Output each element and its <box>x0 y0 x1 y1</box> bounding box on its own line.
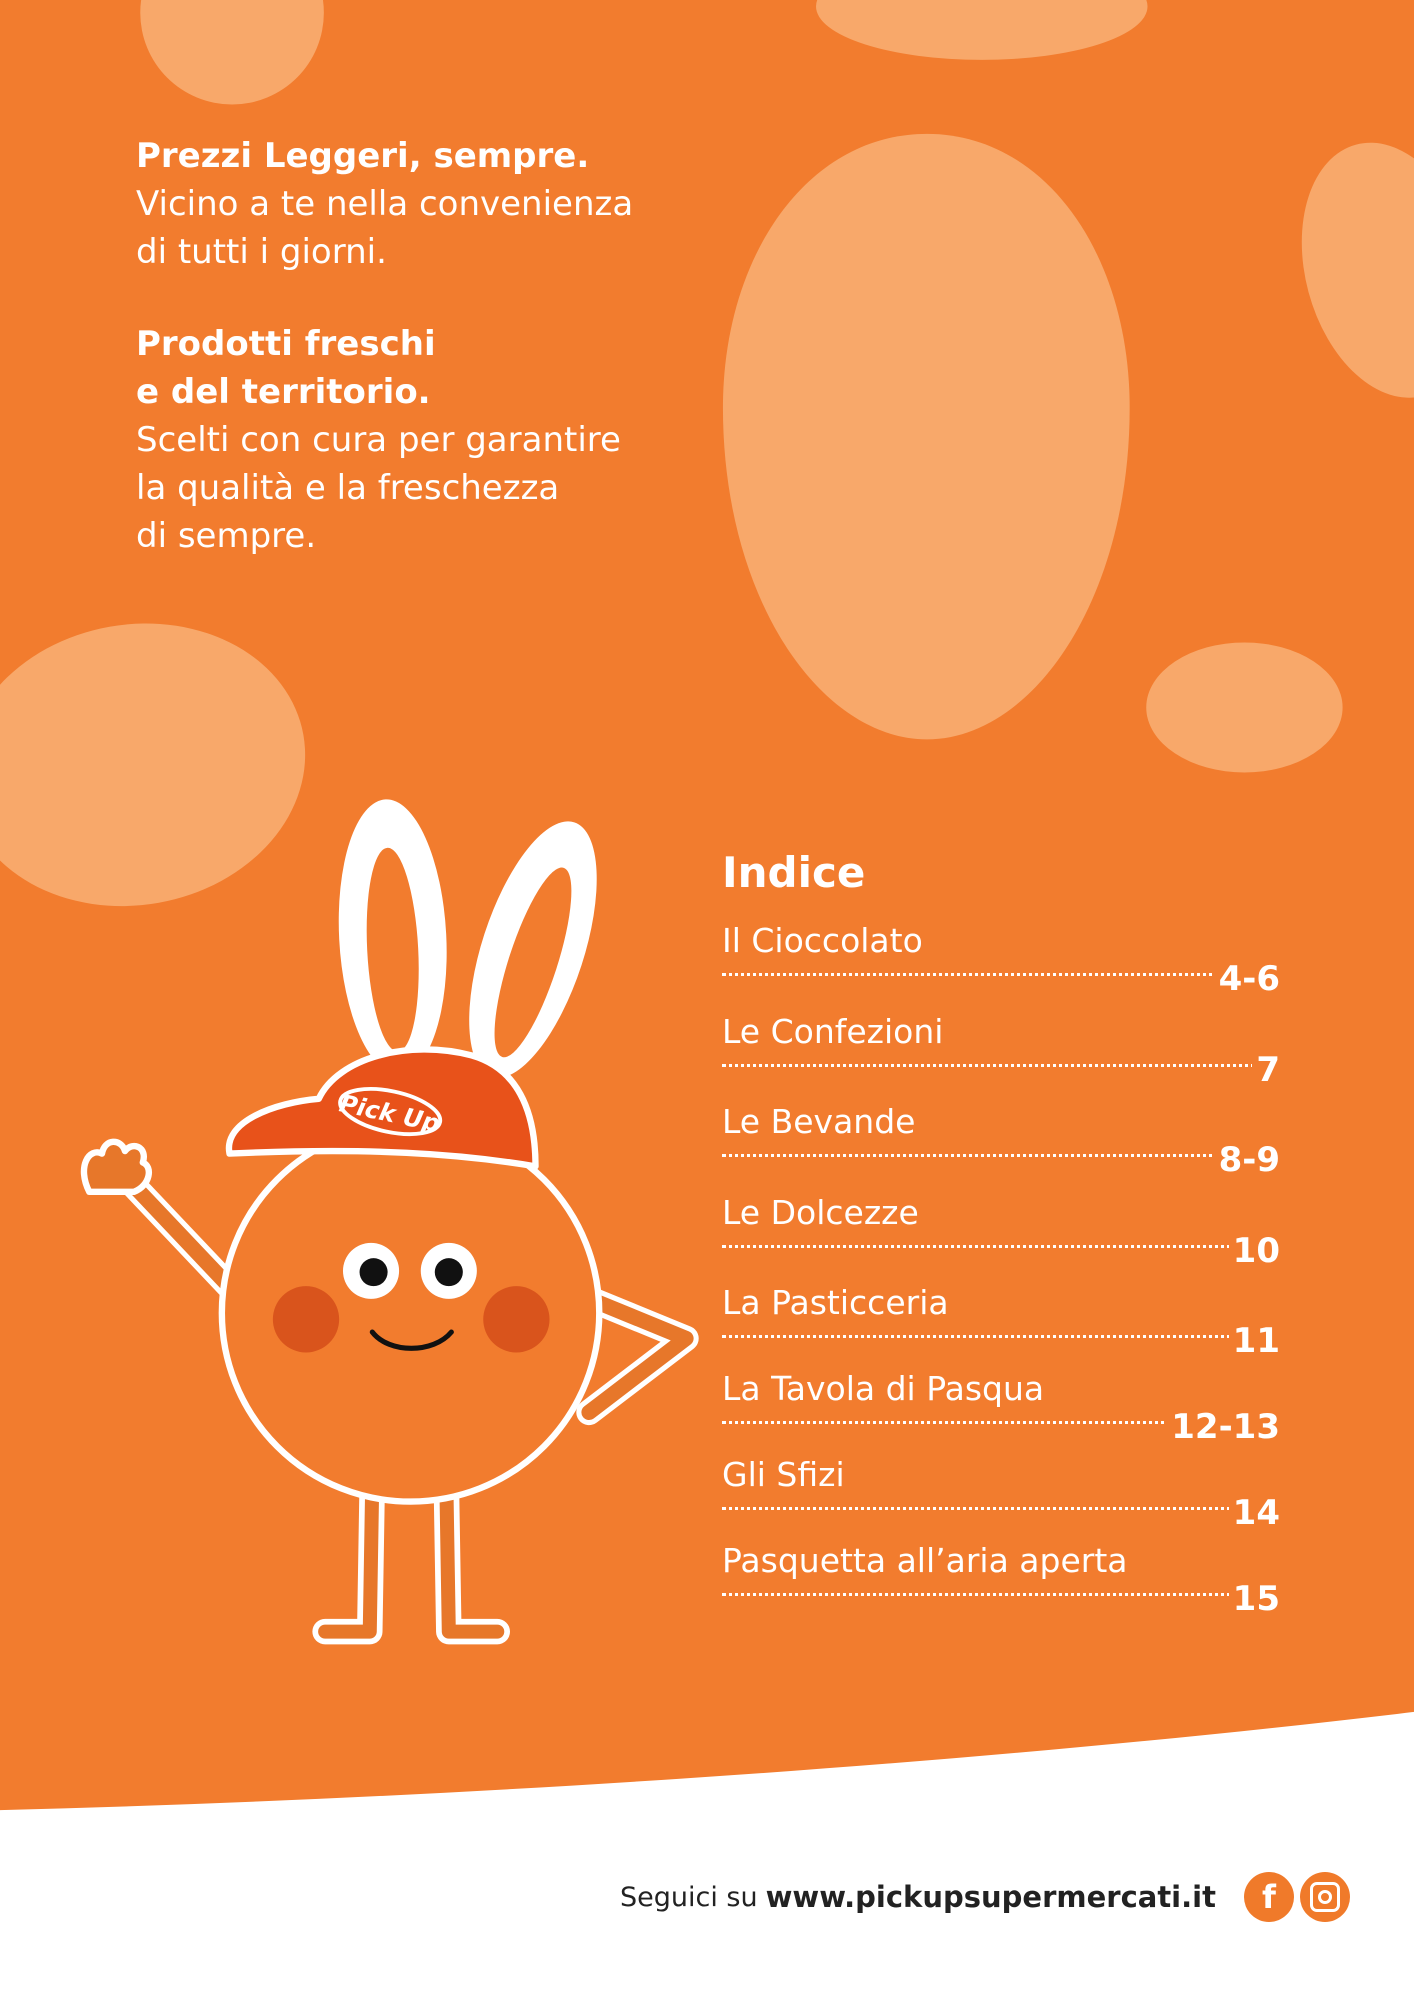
intro-title: Prodotti freschi <box>136 324 436 364</box>
index-item-label: Le Bevande <box>722 1102 916 1141</box>
index-item-pages: 10 <box>1228 1230 1280 1271</box>
intro-line: di sempre. <box>136 516 317 556</box>
index-item-label: Gli Sfizi <box>722 1455 845 1494</box>
dotted-leader <box>722 1244 1280 1248</box>
intro-prices: Prezzi Leggeri, sempre. Vicino a te nell… <box>136 132 633 276</box>
index-item[interactable]: Il Cioccolato 4-6 <box>722 921 1280 1012</box>
index-item[interactable]: Le Confezioni 7 <box>722 1012 1280 1103</box>
dotted-leader <box>722 1507 1280 1510</box>
index-item-pages: 12-13 <box>1167 1407 1280 1447</box>
dotted-leader <box>722 1593 1280 1596</box>
index-item[interactable]: Le Bevande 8-9 <box>722 1102 1280 1193</box>
intro-line: Scelti con cura per garantire <box>136 420 621 460</box>
egg-shape <box>140 0 324 105</box>
follow-text: Seguici su <box>620 1881 758 1913</box>
facebook-icon[interactable]: f <box>1243 1872 1294 1922</box>
index-item-label: Le Dolcezze <box>722 1192 919 1232</box>
index-item-pages: 14 <box>1228 1493 1280 1533</box>
website-link[interactable]: www.pickupsupermercati.it <box>765 1880 1216 1914</box>
index-item-pages: 11 <box>1228 1321 1280 1361</box>
intro-line: Vicino a te nella convenienza <box>136 184 634 224</box>
index-item[interactable]: La Pasticceria 11 <box>722 1283 1280 1369</box>
dotted-leader <box>722 1154 1280 1157</box>
footer-white-wave <box>0 1711 1414 2000</box>
index-item[interactable]: Le Dolcezze 10 <box>722 1193 1280 1284</box>
index-title: Indice <box>722 848 866 897</box>
egg-shape <box>722 133 1130 740</box>
dotted-leader <box>722 1335 1280 1338</box>
instagram-glyph <box>1309 1882 1340 1912</box>
mascot <box>80 799 699 1645</box>
intro-fresh: Prodotti freschi e del territorio. Scelt… <box>136 320 621 560</box>
index-item-pages: 15 <box>1228 1579 1280 1619</box>
instagram-icon[interactable] <box>1299 1872 1350 1922</box>
egg-shape <box>1301 142 1414 398</box>
dotted-leader <box>722 1063 1280 1067</box>
table-of-contents: Indice Il Cioccolato 4-6 Le Confezioni 7 L… <box>722 848 1280 1632</box>
index-item-label: Le Confezioni <box>722 1011 944 1051</box>
index-item-label: Il Cioccolato <box>722 921 923 960</box>
footer: Seguici su www.pickupsupermercati.it f <box>620 1872 1350 1922</box>
dotted-leader <box>722 973 1280 976</box>
index-item-label: La Pasticceria <box>722 1283 949 1322</box>
hand-icon <box>80 1138 153 1196</box>
intro-title: Prezzi Leggeri, sempre. <box>136 136 590 176</box>
index-item[interactable]: La Tavola di Pasqua 12-13 <box>722 1369 1280 1455</box>
egg-shape <box>1146 642 1343 773</box>
index-item[interactable]: Pasquetta all’aria aperta 15 <box>722 1541 1280 1632</box>
index-item-pages: 7 <box>1252 1049 1280 1090</box>
intro-line: la qualità e la freschezza <box>136 468 560 508</box>
egg-shape <box>0 623 306 907</box>
easter-eggs <box>0 0 1414 907</box>
egg-shape <box>816 0 1148 60</box>
index-item-pages: 8-9 <box>1214 1140 1280 1180</box>
index-item[interactable]: Gli Sfizi 14 <box>722 1455 1280 1541</box>
dotted-leader <box>722 1421 1280 1424</box>
index-item-label: La Tavola di Pasqua <box>722 1369 1045 1408</box>
facebook-glyph: f <box>1261 1878 1276 1916</box>
index-item-pages: 4-6 <box>1214 959 1280 999</box>
index-item-label: Pasquetta all’aria aperta <box>722 1541 1128 1580</box>
intro-line: di tutti i giorni. <box>136 232 387 272</box>
intro-title: e del territorio. <box>136 372 431 412</box>
